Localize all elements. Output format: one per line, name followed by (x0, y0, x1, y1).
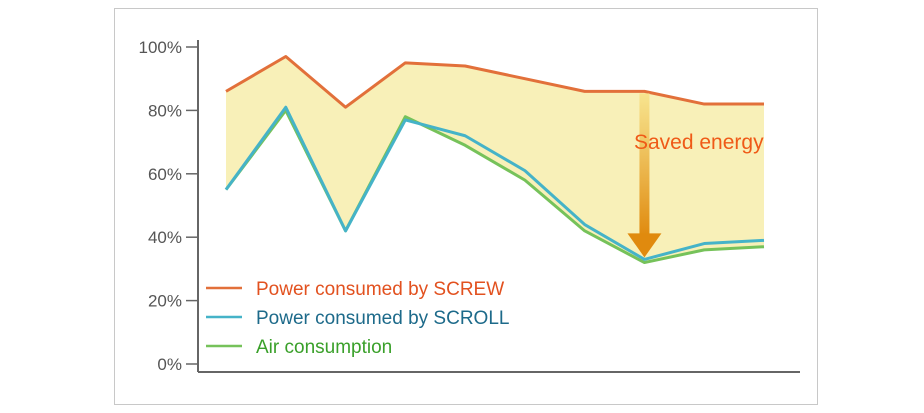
saved-energy-arrow-head (627, 233, 662, 258)
saved-energy-area (226, 56, 764, 263)
saved-energy-arrow-shaft (639, 93, 650, 236)
saved-energy-label: Saved energy (634, 131, 764, 154)
legend-label: Power consumed by SCREW (256, 279, 504, 300)
y-tick-labels: 0% 20% 40% 60% 80% 100% (139, 38, 198, 374)
y-tick-label: 0% (157, 355, 182, 374)
series-line-1 (225, 55, 764, 109)
saved-energy-annotation: Saved energy (627, 93, 764, 258)
legend-label: Air consumption (256, 337, 392, 358)
y-tick-label: 80% (148, 101, 182, 120)
series-lines (224, 55, 765, 265)
series-line-2 (224, 105, 765, 261)
y-tick-label: 60% (148, 165, 182, 184)
y-tick-label: 100% (139, 38, 182, 57)
y-tick-label: 40% (148, 228, 182, 247)
legend: Power consumed by SCREW Power consumed by… (206, 279, 509, 358)
y-tick-label: 20% (148, 292, 182, 311)
legend-label: Power consumed by SCROLL (256, 308, 509, 329)
saved-energy-area-layer (226, 56, 764, 263)
axes (197, 40, 800, 373)
